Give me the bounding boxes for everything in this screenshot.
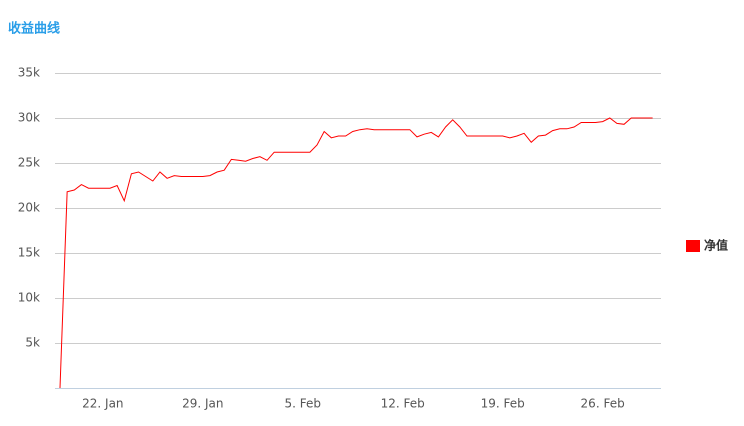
legend-swatch bbox=[686, 240, 700, 252]
chart-title: 收益曲线 bbox=[8, 21, 60, 37]
legend-label: 净值 bbox=[704, 238, 728, 253]
x-tick-label: 12. Feb bbox=[381, 397, 425, 411]
y-tick-label: 20k bbox=[18, 201, 40, 215]
x-tick-label: 29. Jan bbox=[182, 397, 223, 411]
x-tick-label: 5. Feb bbox=[285, 397, 322, 411]
x-tick-label: 19. Feb bbox=[481, 397, 525, 411]
x-tick-label: 26. Feb bbox=[581, 397, 625, 411]
y-tick-label: 25k bbox=[18, 156, 40, 170]
y-tick-label: 10k bbox=[18, 291, 40, 305]
y-tick-label: 30k bbox=[18, 111, 40, 125]
y-tick-label: 15k bbox=[18, 246, 40, 260]
x-tick-label: 22. Jan bbox=[82, 397, 123, 411]
y-tick-label: 5k bbox=[25, 336, 40, 350]
series-line bbox=[59, 117, 653, 389]
y-tick-label: 35k bbox=[18, 66, 40, 80]
